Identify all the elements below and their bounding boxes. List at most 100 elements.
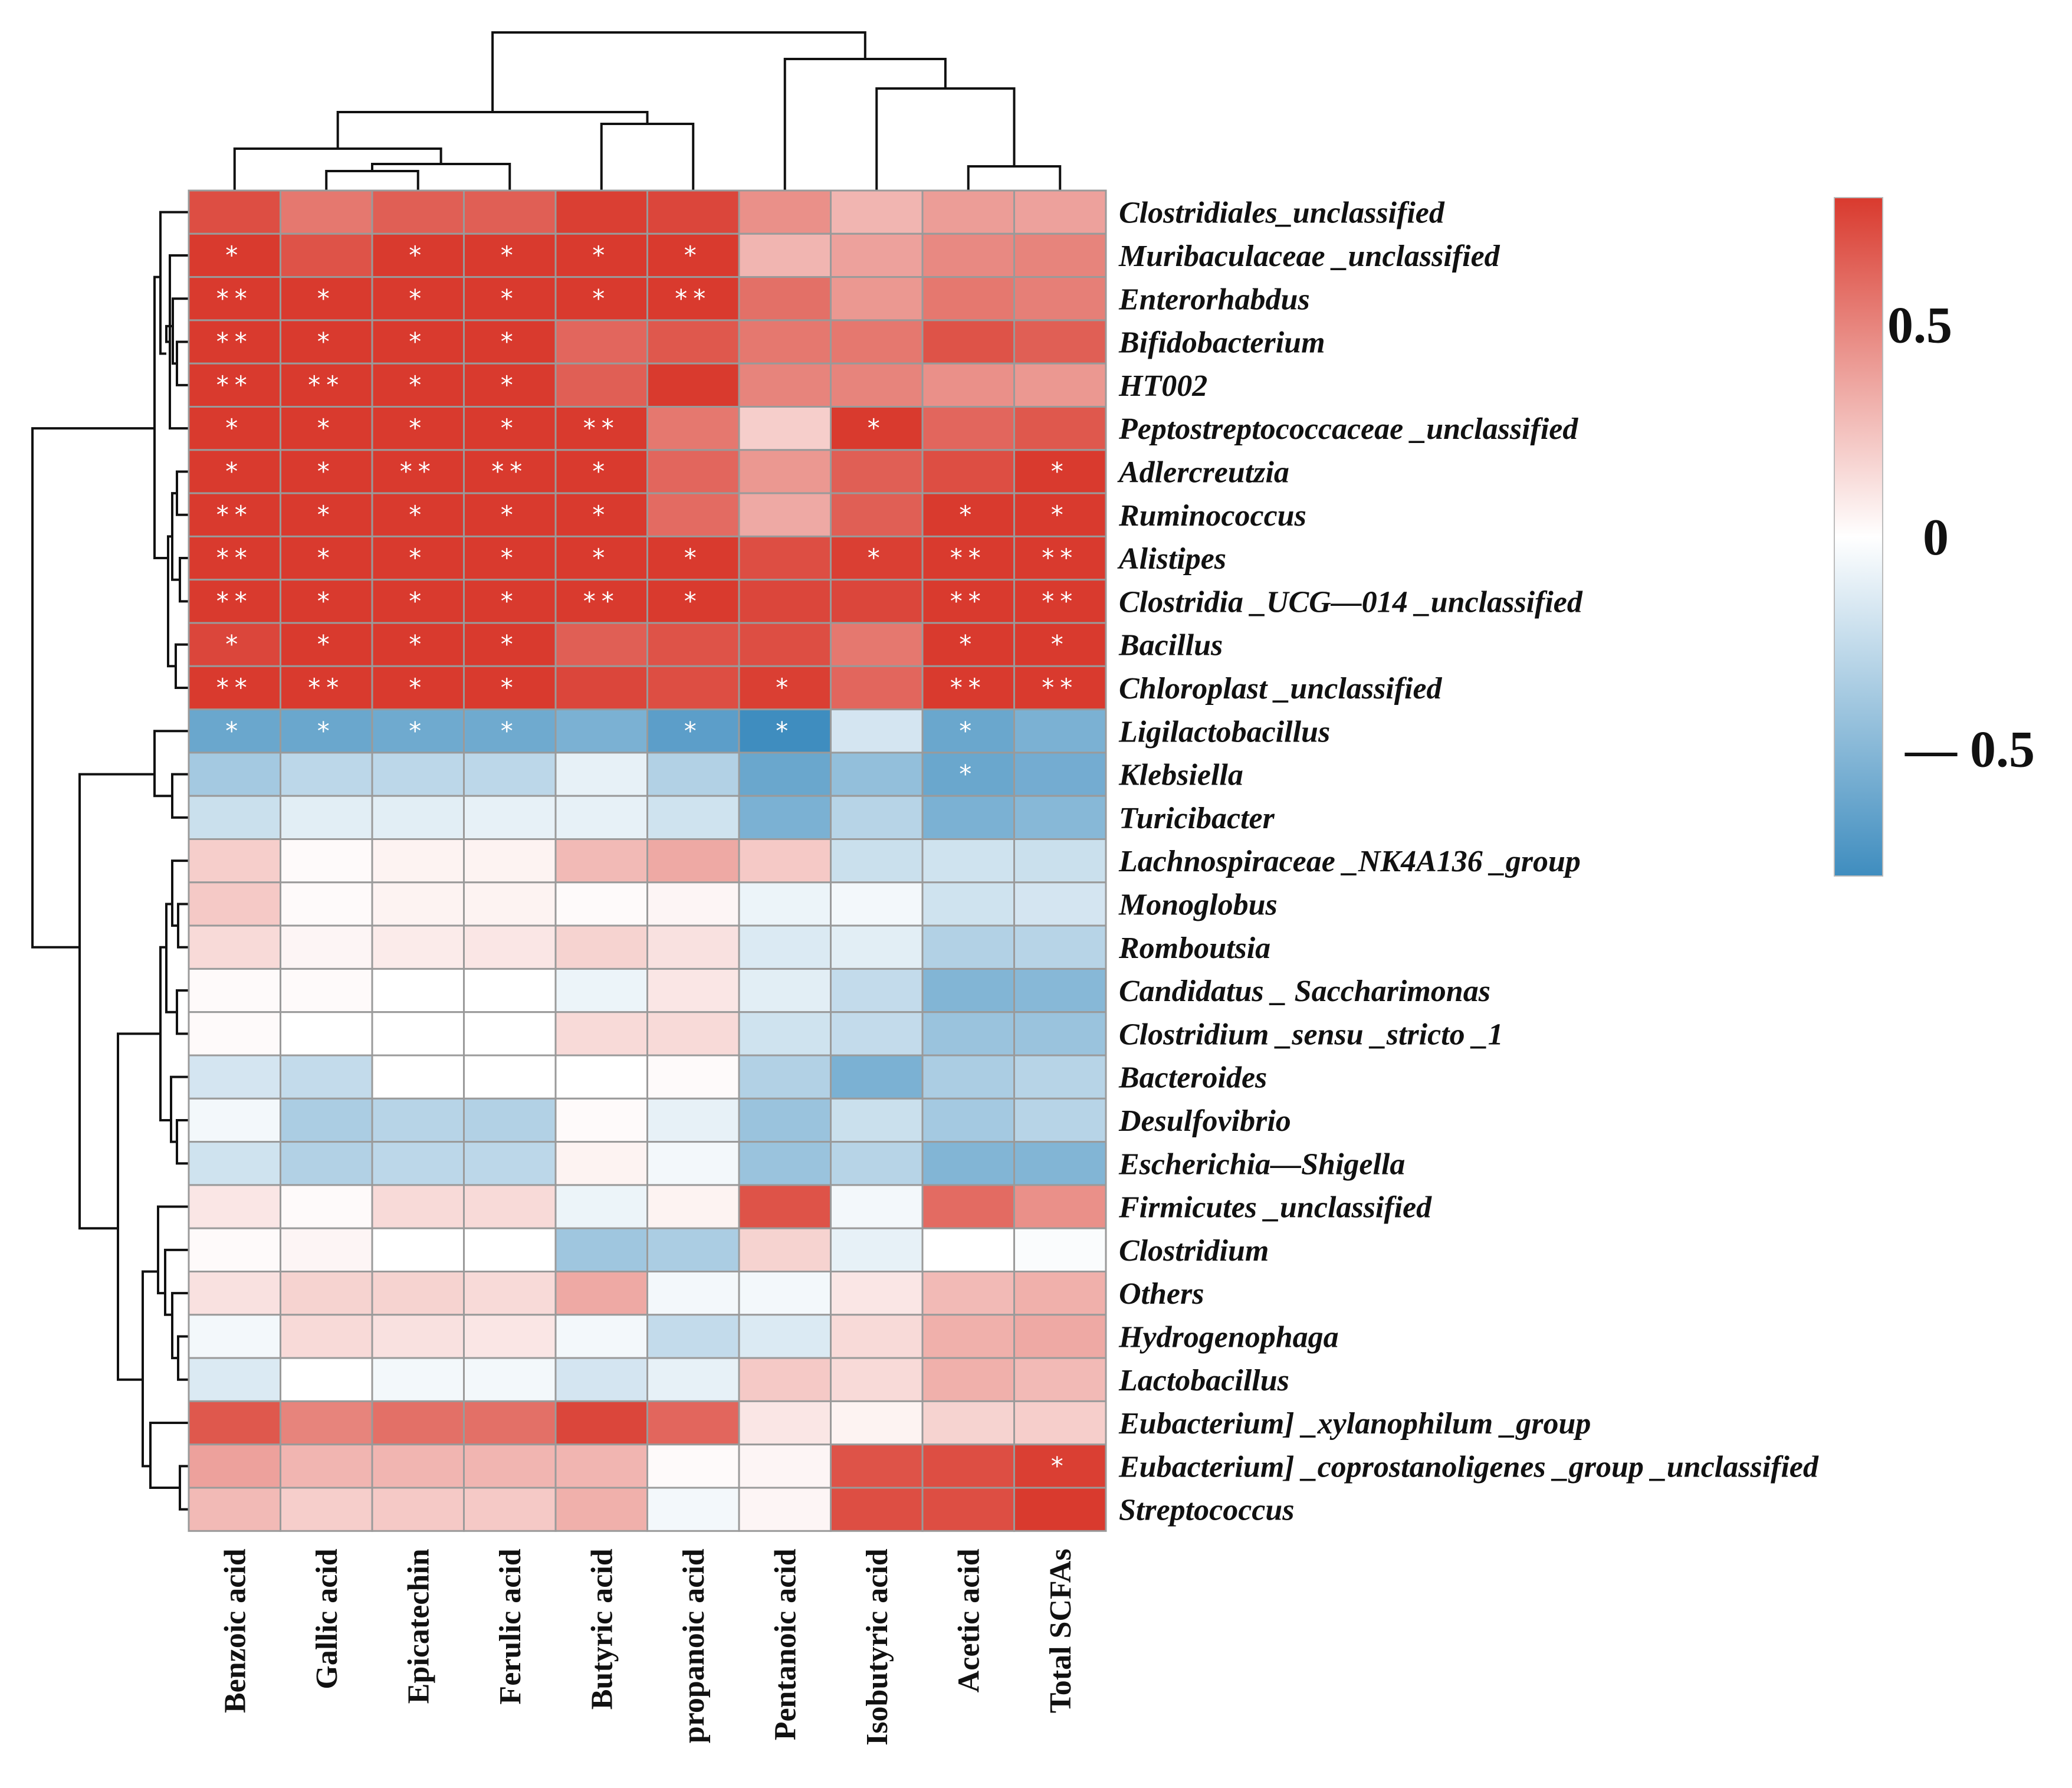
dendrogram-branch [171, 1292, 189, 1360]
significance-star: * [501, 543, 519, 572]
heatmap-cell [554, 1357, 648, 1402]
heatmap-cell [371, 1097, 465, 1143]
heatmap-cell [1013, 1184, 1107, 1229]
row-label: Streptococcus [1119, 1494, 1295, 1527]
heatmap-cell [1013, 579, 1107, 624]
heatmap-cell [738, 1487, 832, 1532]
heatmap-cell [463, 665, 557, 711]
significance-star: * [501, 630, 519, 659]
heatmap-cell [280, 924, 373, 970]
heatmap-cell [738, 881, 832, 927]
significance-star: * [225, 241, 244, 270]
dendrogram-branch [179, 557, 189, 603]
significance-star: * [501, 673, 519, 702]
heatmap-cell [371, 535, 465, 581]
heatmap-cell [371, 881, 465, 927]
heatmap-cell [371, 1011, 465, 1057]
heatmap-cell [280, 1271, 373, 1316]
heatmap-cell [280, 406, 373, 451]
heatmap-cell [738, 406, 832, 451]
significance-star: * [501, 500, 519, 529]
heatmap-cell [188, 795, 281, 840]
significance-star: * [317, 414, 336, 442]
row-label: Peptostreptococcaceae _unclassified [1118, 412, 1578, 446]
heatmap-cell [554, 1443, 648, 1489]
heatmap-cell [463, 1011, 557, 1057]
dendrogram-branch [172, 297, 189, 365]
heatmap-cell [738, 1400, 832, 1446]
heatmap-cell [921, 1011, 1015, 1057]
significance-star: ** [216, 673, 253, 702]
heatmap-cell [1013, 1011, 1107, 1057]
heatmap-cell [738, 319, 832, 365]
dendrogram-branch [176, 470, 189, 516]
heatmap-cell [1013, 708, 1107, 754]
heatmap-cell [1013, 1054, 1107, 1100]
heatmap-cell [921, 967, 1015, 1013]
heatmap-cell [280, 362, 373, 408]
heatmap-cell [830, 1487, 924, 1532]
dendrogram-branch [177, 1335, 189, 1381]
heatmap-cell [646, 838, 740, 884]
significance-star: * [959, 630, 977, 659]
row-label: Clostridiales_unclassified [1119, 196, 1445, 230]
heatmap-cell [646, 1227, 740, 1272]
heatmap-cell [830, 838, 924, 884]
heatmap-cell [646, 1443, 740, 1489]
heatmap-cell [921, 1097, 1015, 1143]
heatmap-cell [921, 708, 1015, 754]
significance-star: * [409, 284, 427, 313]
heatmap-cell [921, 406, 1015, 451]
heatmap-cell [554, 1400, 648, 1446]
column-label: Epicatechin [402, 1548, 436, 1704]
heatmap-cell [188, 622, 281, 667]
heatmap-cell [830, 319, 924, 365]
heatmap-cell [921, 189, 1015, 235]
heatmap-cell [371, 1314, 465, 1359]
heatmap-cell [188, 967, 281, 1013]
dendrogram-branch [159, 211, 189, 355]
heatmap-cell [738, 1184, 832, 1229]
significance-star: * [959, 716, 977, 745]
heatmap-cell [921, 1487, 1015, 1532]
heatmap-cell [921, 276, 1015, 321]
heatmap-cell [646, 1400, 740, 1446]
heatmap-cell [371, 795, 465, 840]
heatmap-cell [1013, 535, 1107, 581]
significance-star: ** [583, 414, 620, 442]
dendrogram-branch [149, 1422, 189, 1489]
column-label: Pentanoic acid [769, 1548, 803, 1740]
significance-star: ** [216, 370, 253, 399]
significance-star: * [684, 241, 702, 270]
heatmap-cell [921, 752, 1015, 797]
heatmap-cell [554, 622, 648, 667]
heatmap-cell [646, 1487, 740, 1532]
heatmap-cell [738, 1097, 832, 1143]
heatmap-cell [554, 881, 648, 927]
heatmap-cell [646, 1054, 740, 1100]
dendrogram-branch [170, 1075, 189, 1143]
heatmap-cell [830, 535, 924, 581]
heatmap-cell [738, 362, 832, 408]
heatmap-cell [738, 492, 832, 537]
heatmap-cell [371, 1184, 465, 1229]
significance-star: * [1051, 1451, 1069, 1480]
significance-star: * [959, 760, 977, 789]
significance-star: ** [950, 586, 987, 615]
significance-star: * [592, 241, 610, 270]
row-label: Monoglobus [1118, 888, 1278, 921]
heatmap-cell [463, 449, 557, 494]
significance-star: * [501, 414, 519, 442]
heatmap-cell [371, 1400, 465, 1446]
heatmap-cell [1013, 1097, 1107, 1143]
significance-star: ** [216, 327, 253, 356]
row-label: Candidatus _ Saccharimonas [1119, 975, 1490, 1008]
significance-star: ** [308, 673, 344, 702]
heatmap-cell [646, 665, 740, 711]
row-label: Eubacterium] _xylanophilum _group [1118, 1407, 1591, 1441]
heatmap-cell [646, 752, 740, 797]
heatmap-cell [463, 881, 557, 927]
heatmap-cell [554, 967, 648, 1013]
